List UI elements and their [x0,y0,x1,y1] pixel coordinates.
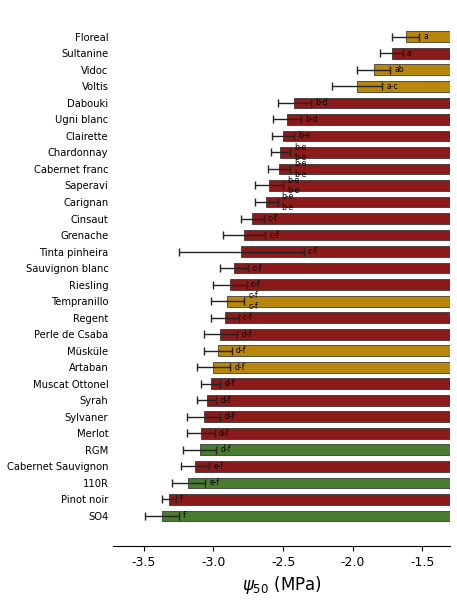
Text: d-f: d-f [236,346,246,355]
Text: d-f: d-f [219,429,229,438]
Text: b-e
b-e: b-e b-e [287,176,299,195]
Bar [269,180,457,191]
Bar [294,98,457,109]
Text: b-d: b-d [315,98,328,107]
Bar [201,428,457,438]
Bar [228,296,457,306]
Text: f: f [180,495,183,504]
Bar [392,48,457,58]
Bar [405,31,457,42]
Text: c-f: c-f [269,230,279,239]
Bar [196,461,457,472]
Text: b-e
b-e: b-e b-e [294,143,307,162]
Bar [287,114,457,125]
Text: c-f: c-f [308,247,318,256]
Bar [218,346,457,356]
Bar [225,312,457,323]
Text: b-e
b-e: b-e b-e [282,192,294,212]
Bar [266,197,457,207]
Bar [234,263,457,274]
Bar [283,131,457,141]
Bar [207,395,457,406]
Text: e-f: e-f [209,478,219,487]
Bar [211,378,457,389]
Bar [188,478,457,488]
Text: c-f
c-f: c-f c-f [248,291,258,311]
Text: c-f: c-f [252,264,262,273]
Text: a: a [407,49,412,58]
Bar [241,246,457,257]
Text: f: f [183,511,186,520]
Bar [244,230,457,241]
Text: b-e
b-e: b-e b-e [294,159,307,178]
Text: d-f: d-f [220,446,231,454]
Bar [220,329,457,339]
Text: d-f: d-f [241,330,252,339]
Text: d-f: d-f [220,396,231,405]
Text: c-f: c-f [251,280,260,289]
Bar [169,494,457,505]
Text: d-f: d-f [225,379,235,388]
Text: ab: ab [394,65,404,74]
Text: c-f: c-f [243,313,252,322]
Bar [162,511,457,521]
Bar [252,213,457,224]
Text: a-c: a-c [386,82,398,91]
Bar [279,163,457,174]
Bar [373,65,457,75]
Bar [280,147,457,158]
Text: a: a [424,33,428,42]
Bar [200,444,457,455]
Bar [230,279,457,290]
Text: d-f: d-f [234,363,245,371]
Bar [213,362,457,373]
Text: e-f: e-f [213,462,223,471]
Text: b-e: b-e [298,131,311,140]
Text: d-f: d-f [225,412,235,421]
Text: b-d: b-d [305,115,318,124]
Text: c-f: c-f [268,214,277,223]
Bar [204,411,457,422]
X-axis label: $\psi_{50}$ (MPa): $\psi_{50}$ (MPa) [242,574,322,596]
Bar [357,81,457,92]
